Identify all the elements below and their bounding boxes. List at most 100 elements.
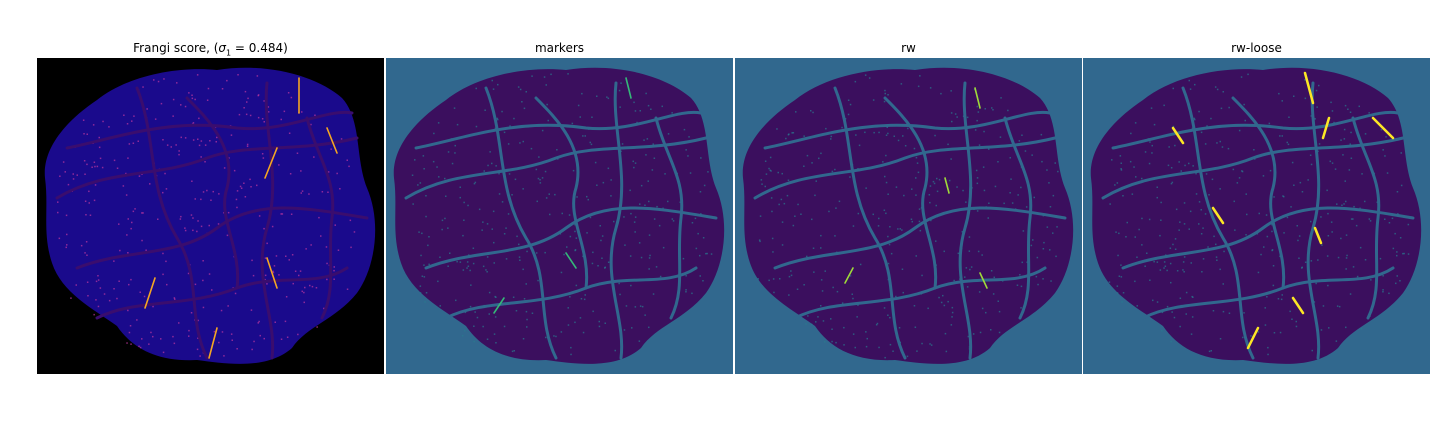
- texture-dot: [1350, 131, 1352, 134]
- texture-dot: [278, 164, 280, 166]
- texture-dot: [831, 340, 833, 343]
- vessel-highlight: [1171, 126, 1185, 145]
- texture-dot: [130, 227, 132, 230]
- texture-dot: [1394, 232, 1396, 235]
- texture-dot: [65, 214, 68, 217]
- texture-dot: [412, 203, 414, 205]
- texture-dot: [1311, 349, 1313, 352]
- texture-dot: [223, 167, 226, 169]
- texture-dot: [258, 320, 260, 323]
- texture-dot: [1204, 143, 1207, 145]
- texture-dot: [787, 134, 790, 136]
- texture-dot: [623, 216, 625, 218]
- texture-dot: [456, 123, 459, 126]
- texture-dot: [911, 188, 913, 190]
- texture-dot: [902, 291, 904, 294]
- tissue-region: [44, 67, 376, 364]
- texture-dot: [981, 254, 983, 256]
- texture-dot: [285, 255, 287, 257]
- texture-dot: [462, 234, 464, 237]
- texture-dot: [511, 194, 513, 196]
- texture-dot: [280, 213, 282, 215]
- texture-dot: [519, 259, 521, 261]
- texture-dot: [1166, 305, 1169, 308]
- texture-dot: [1202, 227, 1204, 229]
- texture-dot: [567, 307, 569, 309]
- texture-dot: [929, 185, 932, 187]
- texture-dot: [968, 236, 971, 238]
- texture-dot: [180, 136, 182, 139]
- texture-dot: [913, 305, 916, 307]
- texture-dot: [236, 348, 238, 350]
- tissue-region: [393, 67, 725, 364]
- texture-dot: [1041, 160, 1043, 163]
- texture-dot: [878, 131, 880, 134]
- texture-dot: [1030, 244, 1033, 247]
- vessel: [414, 110, 703, 150]
- texture-dot: [830, 318, 832, 320]
- texture-dot: [852, 225, 855, 227]
- texture-dot: [523, 298, 526, 300]
- texture-dot: [505, 258, 508, 260]
- texture-dot: [621, 143, 624, 145]
- texture-dot: [213, 330, 216, 333]
- texture-dot: [1368, 112, 1370, 114]
- texture-dot: [559, 233, 562, 235]
- texture-dot: [143, 295, 146, 298]
- texture-dot: [454, 152, 456, 154]
- texture-dot: [1266, 296, 1268, 298]
- texture-dot: [1116, 292, 1119, 294]
- texture-dot: [796, 288, 799, 290]
- texture-dot: [459, 196, 461, 199]
- texture-dot: [467, 265, 470, 267]
- texture-dot: [1315, 89, 1318, 92]
- texture-dot: [321, 191, 324, 193]
- texture-dot: [1264, 307, 1266, 309]
- texture-dot: [244, 90, 247, 93]
- texture-dot: [1198, 223, 1200, 225]
- texture-dot: [947, 300, 949, 303]
- texture-dot: [1310, 163, 1313, 166]
- texture-dot: [273, 265, 276, 267]
- texture-dot: [141, 239, 143, 242]
- texture-dot: [1172, 125, 1175, 128]
- texture-dot: [314, 114, 316, 116]
- texture-dot: [173, 297, 176, 299]
- texture-dot: [567, 73, 569, 75]
- texture-dot: [694, 217, 697, 220]
- texture-dot: [1238, 177, 1241, 179]
- texture-dot: [184, 229, 187, 232]
- texture-dot: [538, 156, 540, 158]
- texture-dot: [136, 319, 138, 321]
- texture-dot: [970, 266, 973, 268]
- texture-dot: [583, 298, 586, 301]
- texture-dot: [884, 92, 886, 95]
- texture-dot: [639, 110, 641, 112]
- texture-dot: [982, 166, 985, 168]
- texture-dot: [1318, 143, 1321, 145]
- texture-dot: [278, 274, 280, 276]
- texture-dot: [200, 198, 202, 201]
- texture-dot: [94, 165, 96, 168]
- texture-dot: [1018, 140, 1021, 142]
- texture-dot: [1253, 149, 1255, 151]
- texture-dot: [491, 79, 493, 82]
- texture-dot: [176, 82, 178, 84]
- texture-dot: [576, 196, 578, 198]
- texture-dot: [180, 215, 182, 218]
- texture-dot: [418, 231, 420, 233]
- texture-dot: [914, 326, 917, 328]
- texture-dot: [1388, 222, 1391, 224]
- texture-dot: [820, 305, 822, 307]
- texture-dot: [294, 270, 297, 272]
- texture-dot: [326, 262, 328, 265]
- texture-dot: [489, 151, 491, 153]
- texture-dot: [667, 200, 669, 203]
- texture-dot: [1395, 282, 1397, 285]
- texture-dot: [885, 212, 887, 215]
- texture-dot: [887, 132, 889, 135]
- texture-dot: [695, 247, 698, 250]
- texture-dot: [1119, 155, 1122, 157]
- texture-dot: [1327, 212, 1329, 215]
- texture-dot: [184, 105, 187, 108]
